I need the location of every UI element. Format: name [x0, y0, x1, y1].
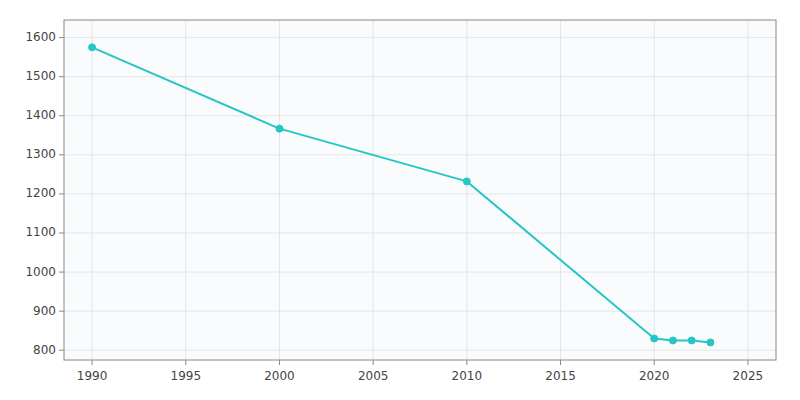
point [276, 125, 283, 132]
y-grid-line [64, 350, 776, 351]
y-grid-line [64, 154, 776, 155]
x-tick-label: 2015 [545, 369, 576, 383]
x-tick-label: 2025 [733, 369, 764, 383]
point [89, 44, 96, 51]
x-grid-line [185, 20, 186, 360]
y-grid-line [64, 272, 776, 273]
y-grid-line [64, 37, 776, 38]
x-tick [373, 360, 374, 365]
x-tick-label: 2020 [639, 369, 670, 383]
y-tick [59, 232, 64, 233]
grid [64, 20, 776, 360]
x-grid-line [654, 20, 655, 360]
y-tick [59, 37, 64, 38]
x-tick-label: 1990 [77, 369, 108, 383]
x-grid-line [279, 20, 280, 360]
axes: 800 900 1000 1100 1200 1300 1400 1500 1600 1990 19… [25, 20, 776, 383]
x-grid-line [466, 20, 467, 360]
y-grid-line [64, 232, 776, 233]
y-tick-label: 1600 [25, 30, 56, 44]
x-tick [279, 360, 280, 365]
y-grid-line [64, 115, 776, 116]
y-grid-line [64, 76, 776, 77]
x-tick-label: 1995 [171, 369, 202, 383]
point [651, 335, 658, 342]
y-tick-label: 1200 [25, 186, 56, 200]
x-tick [185, 360, 186, 365]
series [89, 44, 714, 346]
line [92, 47, 710, 342]
y-tick [59, 350, 64, 351]
x-grid-line [92, 20, 93, 360]
point [707, 339, 714, 346]
x-tick-label: 2000 [264, 369, 295, 383]
x-grid-line [560, 20, 561, 360]
x-tick-label: 2005 [358, 369, 389, 383]
y-tick [59, 193, 64, 194]
y-tick [59, 76, 64, 77]
y-tick-label: 1500 [25, 69, 56, 83]
plot-frame [64, 20, 776, 360]
x-tick [747, 360, 748, 365]
y-tick-label: 900 [33, 304, 56, 318]
y-tick-label: 1100 [25, 225, 56, 239]
y-tick-label: 1400 [25, 108, 56, 122]
y-tick [59, 311, 64, 312]
y-grid-line [64, 311, 776, 312]
y-tick [59, 115, 64, 116]
point [688, 337, 695, 344]
plot-area [64, 20, 776, 360]
y-tick [59, 154, 64, 155]
x-tick-label: 2010 [452, 369, 483, 383]
x-tick [654, 360, 655, 365]
x-grid-line [373, 20, 374, 360]
y-tick [59, 272, 64, 273]
x-grid-line [747, 20, 748, 360]
point [669, 337, 676, 344]
x-tick [560, 360, 561, 365]
y-tick-label: 1300 [25, 147, 56, 161]
point [463, 178, 470, 185]
y-tick-label: 800 [33, 343, 56, 357]
x-tick [466, 360, 467, 365]
y-tick-label: 1000 [25, 265, 56, 279]
chart-svg: 800 900 1000 1100 1200 1300 1400 1500 1600 1990 19… [0, 0, 800, 400]
y-grid-line [64, 193, 776, 194]
chart-container: 800 900 1000 1100 1200 1300 1400 1500 1600 1990 19… [0, 0, 800, 400]
x-tick [92, 360, 93, 365]
